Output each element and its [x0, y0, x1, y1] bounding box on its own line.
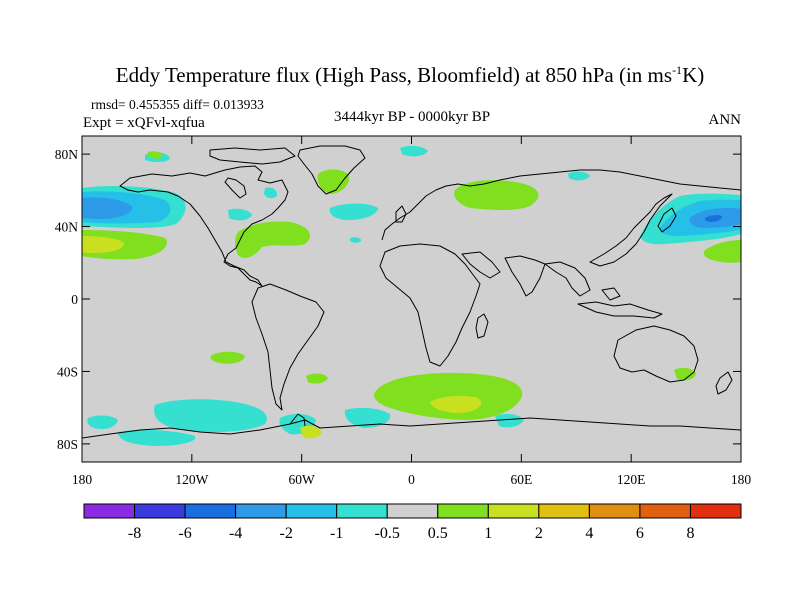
- coast-japan: [657, 207, 677, 233]
- contour-epac-pos: [703, 240, 741, 263]
- contour-arctic-a: [400, 145, 428, 157]
- colorbar-swatch: [689, 503, 742, 519]
- colorbar-swatch: [588, 503, 641, 519]
- contour-greenland-pos: [317, 169, 350, 194]
- y-tick-label: 40N: [55, 220, 79, 235]
- coastlines: [82, 145, 741, 439]
- contour-s-pac-small: [210, 351, 245, 364]
- y-tick-label: 0: [71, 292, 78, 307]
- contour-subtrop-pac-inner: [82, 236, 124, 253]
- stats-label: rmsd= 0.455355 diff= 0.013933: [91, 97, 264, 112]
- coast-east-asia: [589, 193, 673, 267]
- season-label: ANN: [709, 112, 742, 128]
- colorbar-swatch: [336, 503, 388, 519]
- x-tick-label: 180: [72, 472, 93, 487]
- colorbar-label: 4: [585, 525, 593, 542]
- colorbar-label: -2: [279, 525, 292, 542]
- title: Eddy Temperature flux (High Pass, Bloomf…: [116, 63, 704, 87]
- coast-se-asia: [544, 261, 591, 297]
- contour-asia-pos: [454, 180, 539, 210]
- contour-arctic-c: [148, 151, 163, 159]
- contour-s-neg-belt: [154, 399, 267, 432]
- colorbar-label: -1: [330, 525, 343, 542]
- y-tick-label: 40S: [57, 364, 78, 379]
- colorbar-swatch: [184, 503, 237, 519]
- contour-nw-america-c: [264, 187, 278, 199]
- coast-africa: [379, 243, 481, 367]
- colorbar-label: -8: [128, 525, 141, 542]
- coast-antarctica: [82, 417, 741, 439]
- coast-uk: [395, 205, 407, 223]
- contour-s-neg-ross: [118, 429, 196, 446]
- colorbar-label: 6: [636, 525, 644, 542]
- contour-namer-atl-pos: [235, 221, 310, 259]
- colorbar-label: 8: [686, 525, 694, 542]
- x-tick-label: 180: [731, 472, 752, 487]
- contour-s-neg-west: [87, 415, 118, 430]
- colorbar: -8 -6 -4 -2 -1 -0.5 0.5 1 2 4 6 8: [83, 503, 742, 542]
- contour-s-neg-atl: [344, 407, 391, 428]
- colorbar-swatch: [134, 503, 186, 519]
- coast-europe: [381, 169, 741, 241]
- x-tick-label: 120E: [617, 472, 646, 487]
- contour-npac-west-inner: [82, 197, 133, 219]
- colorbar-label: -6: [178, 525, 191, 542]
- axis-ticks: 80N 40N 0 40S 80S 180 120W 60W 0 60E 120E 180: [55, 136, 752, 487]
- colorbar-label: 2: [535, 525, 543, 542]
- colorbar-swatch: [437, 503, 489, 519]
- coast-australia: [613, 325, 699, 383]
- coast-south-america: [251, 283, 325, 411]
- x-tick-label: 60E: [510, 472, 532, 487]
- x-tick-label: 60W: [289, 472, 316, 487]
- colorbar-swatch: [538, 503, 590, 519]
- y-tick-label: 80N: [55, 147, 79, 162]
- colorbar-label: 1: [484, 525, 492, 542]
- y-tick-label: 80S: [57, 437, 78, 452]
- colorbar-label: 0.5: [428, 525, 448, 542]
- colorbar-swatch: [386, 503, 439, 519]
- coast-arabia-india: [461, 251, 546, 297]
- coast-antarctic-peninsula: [289, 413, 306, 427]
- contour-npac-east-core: [704, 214, 723, 222]
- colorbar-swatch: [639, 503, 691, 519]
- contour-atlantic-neg: [329, 203, 378, 221]
- contour-s-neg-ind: [495, 413, 524, 428]
- x-tick-label: 120W: [175, 472, 208, 487]
- x-tick-label: 0: [408, 472, 415, 487]
- contour-s-atl-small: [306, 373, 328, 384]
- contour-australia-east: [674, 367, 696, 381]
- contour-south-ocean-inner: [430, 395, 482, 413]
- anomaly-contours: [82, 145, 741, 446]
- experiment-label: Expt = xQFvl-xqfua: [83, 115, 205, 131]
- colorbar-swatch: [235, 503, 287, 519]
- coast-madagascar: [475, 313, 489, 339]
- colorbar-swatch: [487, 503, 540, 519]
- coast-new-zealand: [715, 371, 733, 395]
- contour-arctic-b: [568, 171, 590, 181]
- map-panel: 80N 40N 0 40S 80S 180 120W 60W 0 60E 120E 180: [55, 135, 752, 487]
- contour-atlantic-small: [350, 237, 362, 243]
- coast-north-america: [119, 165, 289, 287]
- coast-greenland: [297, 145, 366, 195]
- colorbar-label: -0.5: [375, 525, 400, 542]
- coast-hudson-bay: [224, 177, 247, 199]
- period-label: 3444kyr BP - 0000kyr BP: [334, 109, 490, 125]
- contour-drake-pos: [300, 425, 322, 439]
- colorbar-swatch: [285, 503, 338, 519]
- colorbar-swatch: [83, 503, 136, 519]
- colorbar-label: -4: [229, 525, 242, 542]
- contour-nw-america-b: [228, 208, 252, 221]
- coast-arctic-islands: [209, 147, 296, 165]
- contour-south-ocean-pos: [374, 372, 523, 420]
- coast-indonesia: [577, 287, 663, 319]
